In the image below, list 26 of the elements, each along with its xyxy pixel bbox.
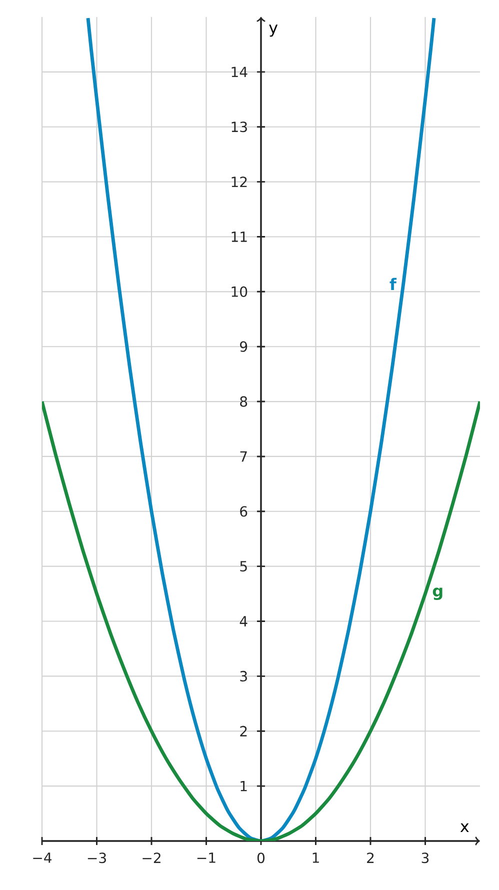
x-axis-title: x xyxy=(460,823,469,832)
y-axis-title: y xyxy=(269,24,278,37)
y-tick-label: 7 xyxy=(240,451,247,462)
y-tick-label: 3 xyxy=(240,670,247,682)
y-tick-label: 13 xyxy=(232,122,247,132)
x-tick-label: 0 xyxy=(257,852,265,864)
y-tick-label: 12 xyxy=(232,176,247,187)
y-tick-label: 1 xyxy=(240,780,247,792)
series-label: g xyxy=(432,588,442,600)
y-tick-label: 4 xyxy=(240,616,248,626)
y-tick-label: 2 xyxy=(240,726,247,736)
y-tick-label: 6 xyxy=(240,506,248,517)
y-tick-label: 9 xyxy=(240,341,248,352)
x-tick-label: −3 xyxy=(88,852,106,864)
series-label: f xyxy=(390,278,397,290)
y-tick-label: 10 xyxy=(232,286,248,297)
y-tick-label: 11 xyxy=(232,232,247,242)
x-tick-label: −2 xyxy=(142,852,160,863)
x-tick-label: 2 xyxy=(367,852,374,863)
x-tick-label: −4 xyxy=(33,852,52,863)
x-tick-label: 1 xyxy=(312,852,319,863)
x-tick-label: −1 xyxy=(197,852,216,863)
y-tick-label: 5 xyxy=(240,561,247,572)
y-tick-label: 8 xyxy=(240,396,248,407)
y-tick-label: 14 xyxy=(232,66,248,78)
x-tick-label: 3 xyxy=(422,852,429,864)
